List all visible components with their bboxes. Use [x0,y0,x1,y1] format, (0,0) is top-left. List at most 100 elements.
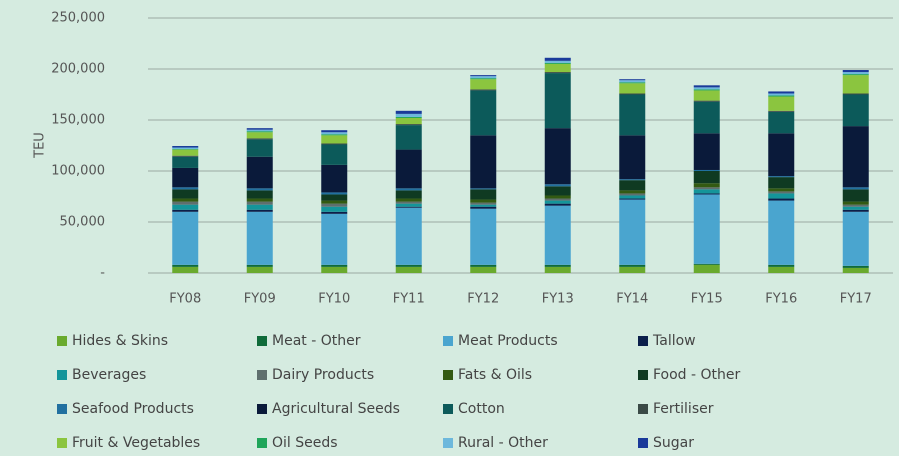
bar-segment [544,72,571,74]
bar-segment [693,87,720,90]
bar-segment [246,190,273,199]
bar-segment [172,201,199,205]
x-tick-label: FY12 [467,292,499,307]
bar-segment [172,155,199,157]
bar-segment [768,95,795,97]
bar-segment [693,264,720,273]
bar-segment [768,93,795,96]
bar-segment [842,211,869,266]
legend-swatch [257,370,267,380]
bar-segment [321,266,348,273]
bar-segment [395,116,422,118]
bar-segment [619,80,646,83]
bar-segment [470,264,497,267]
bar-segment [470,79,497,90]
bar-segment [619,193,646,196]
bar-segment [172,266,199,273]
legend-label: Fats & Oils [458,367,532,383]
bar-segment [842,204,869,207]
x-tick-label: FY14 [616,292,648,307]
bar-segment [768,91,795,94]
bar-segment [768,188,795,192]
bar-segment [395,124,422,126]
bar-segment [768,264,795,267]
bar-segment [693,100,720,102]
bar-segment [693,101,720,134]
legend-label: Sugar [653,435,694,451]
bar-segment [842,70,869,73]
bar-segment [470,188,497,190]
bar-segment [693,169,720,171]
bar-segment [693,133,720,170]
bar-segment [246,188,273,191]
bar-segment [470,75,497,77]
bar-segment [172,167,199,188]
bar-segment [395,190,422,199]
bar-segment [172,187,199,190]
bar-segment [842,209,869,212]
y-tick-label: 50,000 [60,215,106,230]
bar-segment [842,206,869,210]
bar-segment [693,193,720,195]
legend-swatch [57,438,67,448]
bar-segment [470,89,497,91]
bar-segment [395,117,422,125]
legend-label: Meat - Other [272,333,361,349]
bar-segment [172,204,199,210]
bar-segment [470,202,497,205]
bar-segment [395,198,422,202]
bar-segment [395,125,422,150]
legend-label: Hides & Skins [72,333,168,349]
x-tick-label: FY11 [393,292,425,307]
bar-segment [172,189,199,199]
legend-label: Agricultural Seeds [272,401,400,417]
bar-segment [395,264,422,267]
bar-segment [172,149,199,150]
bar-segment [619,266,646,273]
bar-segment [172,149,199,156]
legend-swatch [257,336,267,346]
bar-segment [321,203,348,207]
bar-segment [246,138,273,140]
legend-swatch [57,370,67,380]
bar-segment [544,62,571,64]
legend-swatch [443,404,453,414]
bar-segment [768,96,795,111]
bar-segment [172,198,199,202]
bar-segment [619,93,646,95]
y-axis-label: TEU [33,132,48,159]
bar-segment [470,189,497,200]
bar-segment [619,199,646,265]
bar-segment [395,113,422,117]
bar-segment [544,128,571,185]
bar-segment [544,203,571,206]
bar-segment [321,144,348,165]
bar-segment [246,131,273,133]
bar-segment [544,205,571,265]
bar-segment [321,134,348,136]
x-tick-label: FY08 [169,292,201,307]
bar-segment [768,110,795,112]
bar-segment [619,179,646,181]
bar-segment [842,201,869,205]
bar-segment [842,189,869,202]
bar-segment [544,60,571,63]
bar-segment [619,94,646,136]
x-tick-label: FY17 [840,292,872,307]
y-tick-label: 250,000 [51,11,105,26]
legend-swatch [443,438,453,448]
bar-segment [395,110,422,114]
bar-segment [544,186,571,196]
legend-swatch [57,404,67,414]
bar-segment [544,200,571,204]
bar-segment [395,203,422,207]
bar-segment [768,111,795,134]
bar-segment [246,266,273,273]
bar-segment [544,195,571,199]
bar-segment [321,143,348,145]
legend-swatch [638,438,648,448]
x-tick-label: FY10 [318,292,350,307]
bar-segment [395,149,422,189]
